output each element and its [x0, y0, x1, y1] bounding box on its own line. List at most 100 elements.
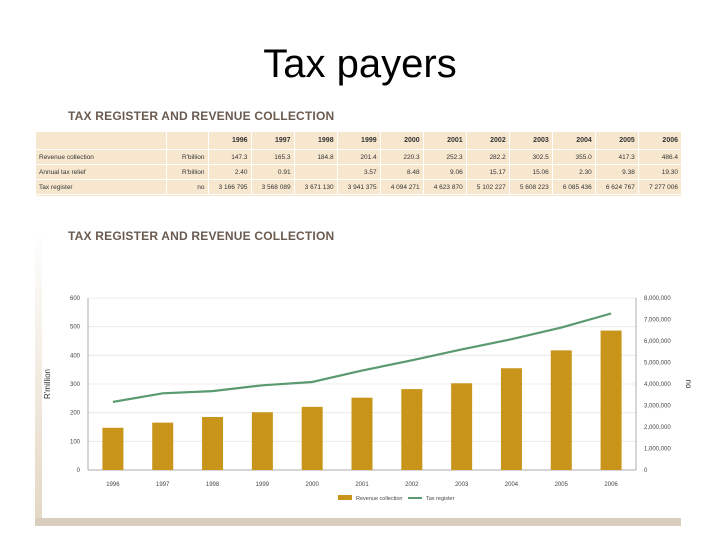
y2-axis-label: no	[684, 380, 693, 389]
year-header: 1997	[251, 132, 295, 150]
bar-revenue-collection	[500, 368, 522, 470]
tax-register-table: 1996 1997 1998 1999 2000 2001 2002 2003 …	[36, 132, 683, 195]
table-cell: 486.4	[638, 149, 683, 165]
legend-label-tax-register: Tax register	[426, 496, 455, 502]
year-header: 2006	[638, 132, 683, 150]
bar-revenue-collection	[251, 412, 273, 470]
table-cell: 4 623 870	[423, 179, 467, 195]
table-cell: 15.17	[466, 164, 510, 180]
row-label: Revenue collection	[36, 149, 167, 165]
table-cell: 252.3	[423, 149, 467, 165]
y-tick-label: 200	[70, 411, 81, 417]
year-header: 1999	[337, 132, 381, 150]
x-tick-label: 1998	[206, 482, 220, 488]
chart-section-title: TAX REGISTER AND REVENUE COLLECTION	[68, 229, 335, 243]
y-axis-label: R'million	[43, 369, 52, 399]
bar-revenue-collection	[351, 397, 373, 470]
year-header: 2000	[380, 132, 424, 150]
table-header-row: 1996 1997 1998 1999 2000 2001 2002 2003 …	[36, 132, 683, 150]
bar-revenue-collection	[202, 417, 224, 470]
row-label: Tax register	[36, 179, 167, 195]
year-header: 1998	[294, 132, 338, 150]
row-unit: R'billion	[166, 149, 209, 165]
x-tick-label: 2003	[455, 482, 469, 488]
y2-tick-label: 1,000,000	[644, 447, 671, 453]
y-tick-label: 0	[77, 468, 81, 474]
y-tick-label: 600	[70, 296, 81, 302]
table-row-tax-register: Tax register no 3 166 795 3 568 089 3 67…	[36, 179, 683, 195]
table-cell: 8.48	[380, 164, 424, 180]
bar-revenue-collection	[102, 427, 124, 470]
table-cell: 9.38	[595, 164, 639, 180]
table-cell: 6 085 436	[552, 179, 596, 195]
year-header: 2005	[595, 132, 639, 150]
x-tick-label: 2000	[306, 482, 320, 488]
table-cell: 19.30	[638, 164, 683, 180]
table-cell: 6 624 767	[595, 179, 639, 195]
table-cell: 3 568 089	[251, 179, 295, 195]
year-header: 2001	[423, 132, 467, 150]
table-cell: 15.06	[509, 164, 553, 180]
year-header: 2002	[466, 132, 510, 150]
x-tick-label: 2001	[355, 482, 369, 488]
table-cell: 3 166 795	[208, 179, 252, 195]
chart-panel-left-border	[35, 230, 42, 523]
table-cell: 3.57	[337, 164, 381, 180]
year-header: 2004	[552, 132, 596, 150]
y2-tick-label: 6,000,000	[644, 339, 671, 345]
table-cell: 201.4	[337, 149, 381, 165]
table-cell: 282.2	[466, 149, 510, 165]
row-unit: no	[166, 179, 209, 195]
table-cell: 220.3	[380, 149, 424, 165]
table-cell: 2.30	[552, 164, 596, 180]
table-header-blank	[36, 132, 167, 150]
table-cell	[294, 164, 338, 180]
y2-tick-label: 3,000,000	[644, 404, 671, 410]
x-tick-label: 1999	[256, 482, 270, 488]
table-cell: 4 094 271	[380, 179, 424, 195]
tax-register-table-panel: 1996 1997 1998 1999 2000 2001 2002 2003 …	[36, 132, 683, 196]
bar-revenue-collection	[600, 330, 622, 470]
table-cell: 165.3	[251, 149, 295, 165]
table-header-blank	[166, 132, 209, 150]
table-cell: 417.3	[595, 149, 639, 165]
year-header: 1996	[208, 132, 252, 150]
y-tick-label: 300	[70, 382, 81, 388]
table-row-revenue-collection: Revenue collection R'billion 147.3 165.3…	[36, 149, 683, 165]
y-tick-label: 500	[70, 325, 81, 331]
bar-revenue-collection	[401, 389, 423, 470]
x-tick-label: 2005	[555, 482, 569, 488]
table-cell: 3 671 130	[294, 179, 338, 195]
table-cell: 5 102 227	[466, 179, 510, 195]
table-cell: 302.5	[509, 149, 553, 165]
table-cell: 3 941 375	[337, 179, 381, 195]
x-tick-label: 1997	[156, 482, 170, 488]
slide-title: Tax payers	[263, 42, 457, 86]
x-tick-label: 2006	[604, 482, 618, 488]
x-tick-label: 2002	[405, 482, 419, 488]
table-cell: 0.91	[251, 164, 295, 180]
table-cell: 9.06	[423, 164, 467, 180]
y2-tick-label: 8,000,000	[644, 296, 671, 302]
bar-revenue-collection	[451, 383, 473, 470]
row-unit: R'billion	[166, 164, 209, 180]
table-cell: 184.8	[294, 149, 338, 165]
y2-tick-label: 5,000,000	[644, 361, 671, 367]
y2-tick-label: 4,000,000	[644, 382, 671, 388]
bar-revenue-collection	[152, 422, 174, 470]
x-tick-label: 2004	[505, 482, 519, 488]
y2-tick-label: 7,000,000	[644, 318, 671, 324]
y2-tick-label: 2,000,000	[644, 425, 671, 431]
table-cell: 147.3	[208, 149, 252, 165]
year-header: 2003	[509, 132, 553, 150]
x-tick-label: 1996	[106, 482, 120, 488]
table-row-annual-tax-relief: Annual tax relief R'billion 2.40 0.91 3.…	[36, 164, 683, 180]
row-label: Annual tax relief	[36, 164, 167, 180]
table-cell: 7 277 006	[638, 179, 683, 195]
line-tax-register	[112, 312, 612, 403]
bar-revenue-collection	[550, 350, 572, 470]
legend-label-revenue-collection: Revenue collection	[356, 496, 402, 502]
table-section-title: TAX REGISTER AND REVENUE COLLECTION	[68, 109, 335, 123]
bar-revenue-collection	[301, 406, 323, 470]
